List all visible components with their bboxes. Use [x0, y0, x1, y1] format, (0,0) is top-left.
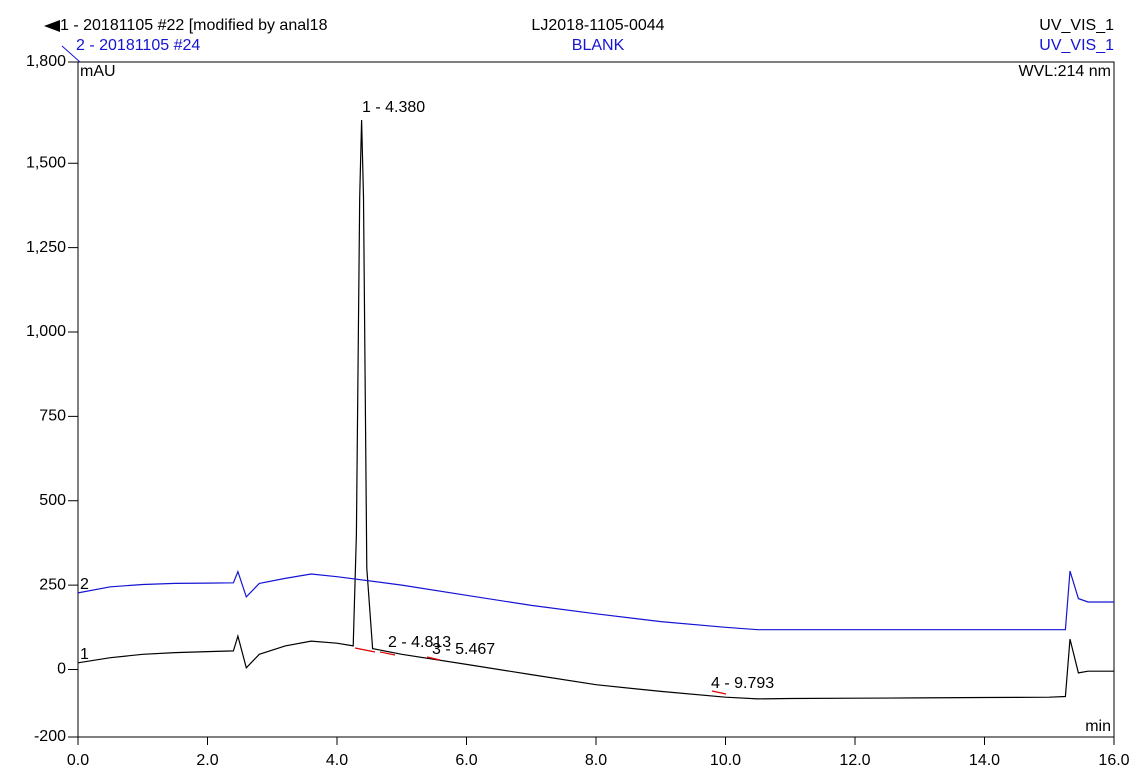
x-tick-label: 14.0 — [969, 752, 1000, 769]
peak-label: 1 - 4.380 — [362, 99, 425, 116]
trace-line — [77, 119, 1114, 700]
x-axis-label: min — [1085, 718, 1111, 735]
y-tick-label: 1,500 — [26, 154, 66, 171]
peak-label: 2 - 4.813 — [388, 634, 451, 651]
peak-baseline — [711, 690, 727, 695]
y-tick-label: 250 — [39, 576, 66, 593]
x-tick-label: 16.0 — [1098, 752, 1129, 769]
x-tick-label: 2.0 — [196, 752, 218, 769]
x-tick-label: 10.0 — [710, 752, 741, 769]
peak-baseline — [426, 656, 441, 661]
y-tick-label: 1,000 — [26, 323, 66, 340]
y-tick-label: 1,250 — [26, 239, 66, 256]
x-tick-label: 4.0 — [326, 752, 348, 769]
trace2-channel: UV_VIS_1 — [1039, 37, 1114, 54]
trace2-name: 2 - 20181105 #24 — [76, 37, 200, 54]
trace-label: 1 — [80, 646, 89, 663]
trace1-sample: LJ2018-1105-0044 — [531, 17, 664, 34]
x-tick-label: 8.0 — [585, 752, 607, 769]
trace-line — [77, 569, 1114, 631]
x-tick-label: 6.0 — [455, 752, 477, 769]
x-tick-label: 0.0 — [67, 752, 89, 769]
y-tick-label: 500 — [39, 492, 66, 509]
y-axis-label: mAU — [80, 63, 116, 80]
trace-pointer — [61, 45, 81, 63]
peak-label: 4 - 9.793 — [711, 675, 774, 692]
y-tick-label: 750 — [39, 408, 66, 425]
y-tick-label: -200 — [34, 728, 66, 745]
peak-baseline — [354, 647, 376, 653]
wavelength: WVL:214 nm — [1019, 63, 1111, 80]
trace-arrow — [44, 20, 60, 32]
y-tick-label: 1,800 — [26, 53, 66, 70]
trace-label: 2 — [80, 576, 89, 593]
x-tick-label: 12.0 — [839, 752, 870, 769]
trace1-channel: UV_VIS_1 — [1039, 17, 1114, 34]
peak-baseline — [379, 651, 396, 656]
peak-label: 3 - 5.467 — [432, 641, 495, 658]
plot-frame — [77, 61, 1115, 738]
y-tick-label: 0 — [57, 661, 66, 678]
trace1-name: 1 - 20181105 #22 [modified by anal18 — [60, 17, 328, 34]
trace2-sample: BLANK — [572, 37, 625, 54]
